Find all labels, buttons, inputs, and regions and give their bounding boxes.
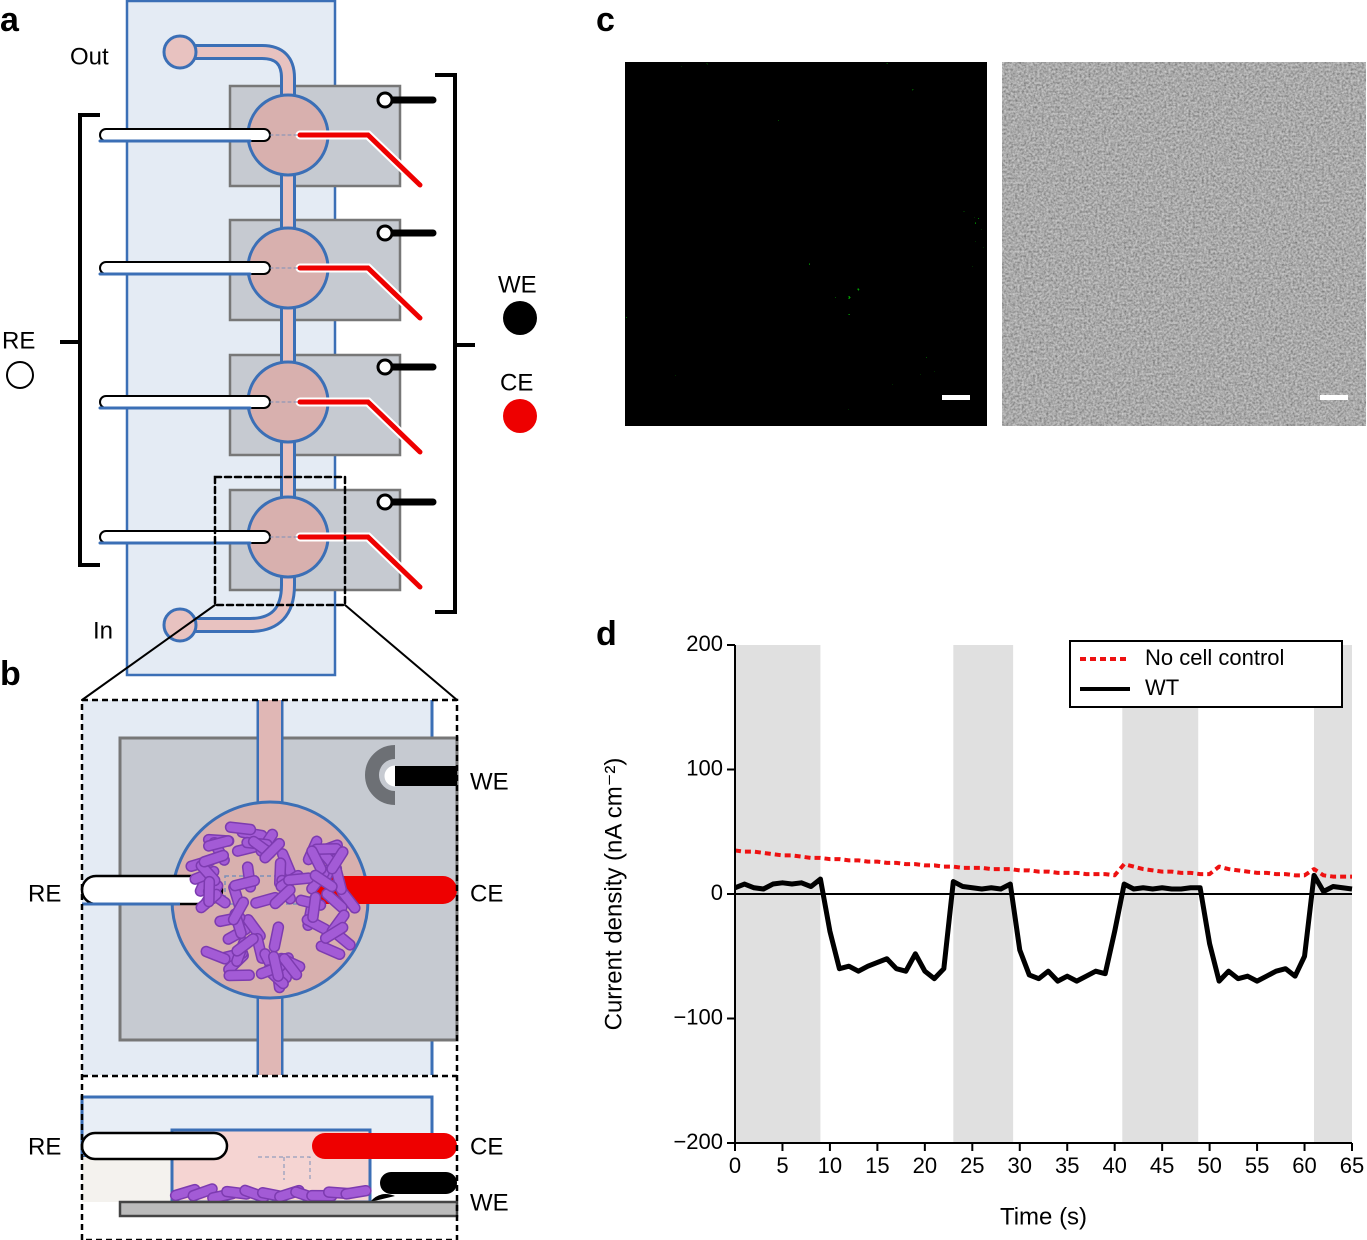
- bacterium: [283, 872, 315, 886]
- label: RE: [2, 327, 35, 354]
- x-tick-label: 25: [960, 1153, 984, 1178]
- label: WE: [470, 768, 509, 795]
- micrographs: [625, 62, 1366, 426]
- x-tick-label: 55: [1245, 1153, 1269, 1178]
- diagram-b: [80, 698, 459, 1240]
- ce-wire: [297, 534, 423, 590]
- y-tick-label: 0: [711, 880, 723, 905]
- we-pad: [376, 493, 394, 511]
- bacterium: [315, 940, 346, 960]
- panel-label: a: [0, 1, 20, 39]
- x-tick-label: 50: [1197, 1153, 1221, 1178]
- panel-label: d: [596, 615, 617, 653]
- label: In: [93, 617, 113, 644]
- label: RE: [28, 1133, 61, 1160]
- bacterium: [202, 835, 234, 852]
- bacterium: [227, 896, 250, 926]
- legend-box: [1069, 640, 1343, 708]
- bacterium: [259, 837, 286, 864]
- legend-label: No cell control: [1145, 645, 1284, 670]
- x-tick-label: 35: [1055, 1153, 1079, 1178]
- diagram-a: [6, 0, 537, 701]
- bacterium: [306, 845, 327, 875]
- bacterium: [269, 884, 296, 910]
- bacterium: [307, 891, 322, 923]
- x-tick-label: 45: [1150, 1153, 1174, 1178]
- y-tick-label: 200: [686, 631, 723, 656]
- we-pad: [376, 91, 394, 109]
- re-wire: [99, 261, 271, 275]
- bacterium: [309, 869, 338, 893]
- label: RE: [28, 880, 61, 907]
- x-tick-label: 30: [1008, 1153, 1032, 1178]
- y-tick-label: −200: [673, 1129, 723, 1154]
- bacterium: [223, 969, 255, 982]
- label: Out: [70, 43, 109, 70]
- label: WE: [470, 1189, 509, 1216]
- bacterium: [187, 1183, 218, 1202]
- label: WE: [498, 271, 537, 298]
- chart: −200 −100 0 100 200 0 5 10 15 20 25 30 35 40 45 50 55 60 6…: [600, 631, 1364, 1231]
- legend-label: WT: [1145, 675, 1179, 700]
- bacterium: [224, 821, 257, 836]
- re-wire: [99, 128, 271, 142]
- x-tick-label: 20: [913, 1153, 937, 1178]
- panel-label: b: [0, 655, 21, 693]
- y-tick-label: 100: [686, 755, 723, 780]
- x-tick-label: 0: [729, 1153, 741, 1178]
- bacterium: [231, 933, 259, 957]
- y-axis-label: Current density (nA cm⁻²): [600, 758, 627, 1031]
- series-line: [734, 872, 1353, 984]
- ce-wire: [297, 265, 423, 321]
- re-wire: [99, 395, 271, 409]
- ce-wire: [297, 132, 423, 188]
- x-tick-label: 10: [818, 1153, 842, 1178]
- re-wire: [99, 530, 271, 544]
- bacterium: [229, 875, 261, 892]
- panel-label: c: [596, 1, 615, 39]
- x-axis-label: Time (s): [1000, 1203, 1087, 1230]
- label: CE: [500, 369, 533, 396]
- bacterium: [198, 849, 230, 868]
- x-tick-label: 60: [1292, 1153, 1316, 1178]
- bacterium: [200, 945, 231, 965]
- bacterium: [340, 1184, 372, 1200]
- ce-wire: [297, 399, 423, 455]
- label: CE: [470, 880, 503, 907]
- x-tick-label: 65: [1340, 1153, 1364, 1178]
- bacterium: [326, 846, 349, 875]
- series-line: [734, 848, 1352, 879]
- x-tick-label: 5: [776, 1153, 788, 1178]
- we-pad: [376, 224, 394, 242]
- y-tick-label: −100: [673, 1004, 723, 1029]
- we-pad: [376, 358, 394, 376]
- bacterium: [203, 875, 216, 908]
- x-tick-label: 15: [865, 1153, 889, 1178]
- label: CE: [470, 1133, 503, 1160]
- x-tick-label: 40: [1102, 1153, 1126, 1178]
- bacterium: [319, 921, 349, 944]
- bacterium: [268, 950, 284, 982]
- bacterium: [278, 953, 303, 981]
